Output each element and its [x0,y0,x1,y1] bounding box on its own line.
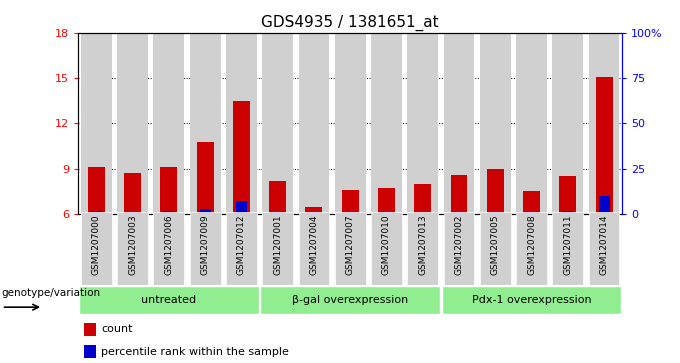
Bar [589,33,619,214]
Bar [598,196,609,214]
Text: GSM1207008: GSM1207008 [527,215,536,275]
Text: GSM1207003: GSM1207003 [128,215,137,275]
Text: GSM1207009: GSM1207009 [201,215,209,275]
Bar [454,212,464,214]
Bar [269,181,286,214]
Text: GSM1207001: GSM1207001 [273,215,282,275]
Bar [345,212,356,214]
Text: Pdx-1 overexpression: Pdx-1 overexpression [472,295,592,305]
Bar [272,212,283,214]
Bar [299,33,329,214]
Bar [117,33,148,214]
Bar [127,212,138,214]
FancyBboxPatch shape [299,212,329,285]
Bar [160,167,177,214]
Bar [81,33,112,214]
Bar [91,211,102,214]
Bar [562,211,573,214]
Bar [490,212,500,214]
Text: genotype/variation: genotype/variation [1,287,101,298]
FancyBboxPatch shape [552,212,583,285]
FancyBboxPatch shape [262,212,293,285]
Text: untreated: untreated [141,295,197,305]
Text: percentile rank within the sample: percentile rank within the sample [101,347,289,357]
Bar [124,174,141,214]
Text: GSM1207004: GSM1207004 [309,215,318,275]
Bar [516,33,547,214]
Bar [596,77,613,214]
FancyBboxPatch shape [516,212,547,285]
Text: β-gal overexpression: β-gal overexpression [292,295,408,305]
Bar [233,101,250,214]
FancyBboxPatch shape [443,212,475,285]
FancyBboxPatch shape [154,212,184,285]
Bar [335,33,366,214]
Bar [226,33,257,214]
Bar [190,33,220,214]
Bar [236,201,247,214]
Text: GSM1207014: GSM1207014 [600,215,609,275]
Bar [407,33,438,214]
Bar [342,190,358,214]
FancyBboxPatch shape [407,212,438,285]
Text: GSM1207012: GSM1207012 [237,215,246,275]
Text: count: count [101,325,133,334]
Text: GSM1207010: GSM1207010 [382,215,391,275]
Bar [88,167,105,214]
FancyBboxPatch shape [226,212,257,285]
Bar [371,33,402,214]
FancyBboxPatch shape [117,212,148,285]
Text: GSM1207002: GSM1207002 [454,215,464,275]
Text: GSM1207011: GSM1207011 [563,215,573,275]
FancyBboxPatch shape [335,212,366,285]
Bar [552,33,583,214]
Bar [197,142,214,214]
Bar [418,212,428,214]
Bar [414,184,431,214]
FancyBboxPatch shape [79,286,259,314]
FancyBboxPatch shape [81,212,112,285]
FancyBboxPatch shape [441,286,622,314]
Bar [487,169,504,214]
Bar [84,323,96,336]
Bar [200,209,211,214]
Text: GSM1207013: GSM1207013 [418,215,427,275]
Bar [560,176,576,214]
Title: GDS4935 / 1381651_at: GDS4935 / 1381651_at [261,15,439,31]
Text: GSM1207007: GSM1207007 [345,215,355,275]
Bar [378,188,395,214]
Bar [443,33,475,214]
Text: GSM1207006: GSM1207006 [165,215,173,275]
Bar [154,33,184,214]
Bar [163,211,174,214]
Bar [84,345,96,358]
FancyBboxPatch shape [260,286,440,314]
Text: GSM1207000: GSM1207000 [92,215,101,275]
FancyBboxPatch shape [589,212,619,285]
FancyBboxPatch shape [480,212,511,285]
Bar [523,192,540,214]
Bar [305,207,322,214]
Bar [480,33,511,214]
Text: GSM1207005: GSM1207005 [491,215,500,275]
FancyBboxPatch shape [371,212,402,285]
Bar [262,33,293,214]
Bar [451,175,467,214]
Bar [526,212,537,214]
Bar [381,212,392,214]
Bar [309,212,320,214]
FancyBboxPatch shape [190,212,220,285]
